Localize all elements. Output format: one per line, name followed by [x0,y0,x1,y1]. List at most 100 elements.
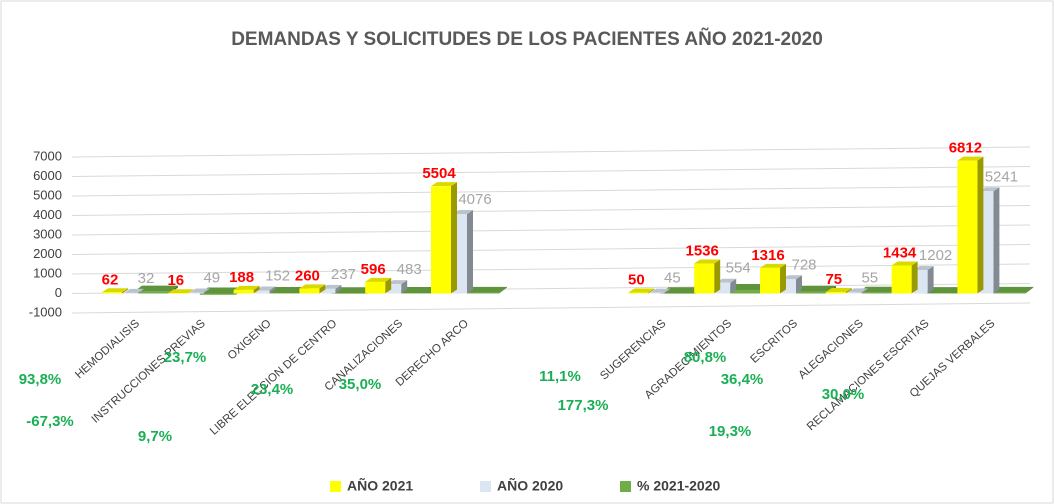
bar [694,263,715,294]
bar-top [124,288,144,293]
value-label: 50 [628,271,645,288]
bar-side [187,289,194,294]
bar [726,290,763,294]
bar-top [397,287,442,294]
bar-side [1025,286,1034,294]
y-tick-label: 7000 [33,148,62,163]
bar [124,292,138,294]
bar-side [203,288,210,294]
bar [265,293,302,294]
bar [923,293,960,294]
bar [716,282,731,294]
bar [825,292,846,294]
bar-side [401,280,408,294]
value-label: 55 [861,269,878,286]
bar-side [714,259,721,294]
bar-side [385,277,392,294]
bar-side [861,288,868,294]
bar-top [255,286,276,291]
value-label: 93,8% [19,371,62,388]
bar-top [913,266,934,271]
value-label: 596 [361,261,386,278]
bar-top [199,287,244,294]
bar-side [796,275,802,294]
y-tick-label: 0 [55,285,62,300]
bar [431,186,451,294]
bar-top [957,156,984,161]
bar [891,265,912,294]
bar-side [845,288,852,294]
legend-swatch [620,481,631,492]
bar [857,292,894,294]
bar [650,292,665,294]
value-label: 5241 [985,168,1018,185]
value-label: 1536 [686,243,719,260]
value-label: 32 [138,270,155,287]
value-label: 5504 [422,165,456,182]
value-label: 30,0% [822,386,865,403]
value-label: 152 [265,268,290,285]
bar [255,290,270,294]
value-label: 483 [397,261,422,278]
bar [167,293,188,294]
bar [989,292,1026,294]
bar [463,292,499,294]
bar-top [321,284,342,289]
bar-top [726,284,771,291]
value-label: 23,4% [251,381,294,398]
bar-top [134,285,178,292]
bar-side [253,285,260,294]
bar [660,293,697,294]
bar [957,160,978,294]
bar [365,281,386,294]
y-tick-label: 2000 [33,246,62,261]
grid-line [71,166,1031,177]
value-label: 1434 [883,245,917,262]
value-label: 728 [791,256,816,273]
bar [792,291,828,294]
bar-top [979,187,1000,192]
value-label: 188 [229,269,254,286]
bar-top [463,286,507,293]
bar-top [825,288,852,293]
bar [847,292,862,294]
grid-line [71,146,1031,158]
bar-top [716,278,737,283]
value-label: 237 [331,266,356,283]
bar-top [847,288,868,293]
value-label: 23,7% [164,349,207,366]
y-tick-label: 4000 [33,207,62,222]
bar-top [760,263,786,268]
value-label: 49 [203,270,220,287]
bar-top [299,284,326,289]
bar-side [648,288,655,294]
bar-top [189,288,210,293]
bar [321,288,336,294]
bar [397,293,434,294]
bar-side [335,284,342,294]
value-label: 260 [295,267,320,284]
bar-top [989,286,1034,293]
bar-top [331,287,376,294]
value-label: 4076 [458,191,491,208]
bar [628,292,649,294]
bar [199,293,236,295]
grid-line [71,244,1031,255]
value-label: 19,3% [709,423,752,440]
bar-side [977,156,984,294]
grid-line [71,205,1031,216]
value-label: 1316 [751,247,784,264]
bar-top [782,275,802,280]
value-label: 177,3% [558,397,609,414]
bar-top [167,289,194,294]
bar-side [467,210,473,294]
bar-side [451,182,457,294]
value-label: 45 [664,270,681,287]
bar [331,293,368,294]
bar-top [102,288,128,293]
value-label: 80,8% [684,349,727,366]
grid-line [71,224,1031,236]
y-tick-label: -1000 [29,304,62,319]
